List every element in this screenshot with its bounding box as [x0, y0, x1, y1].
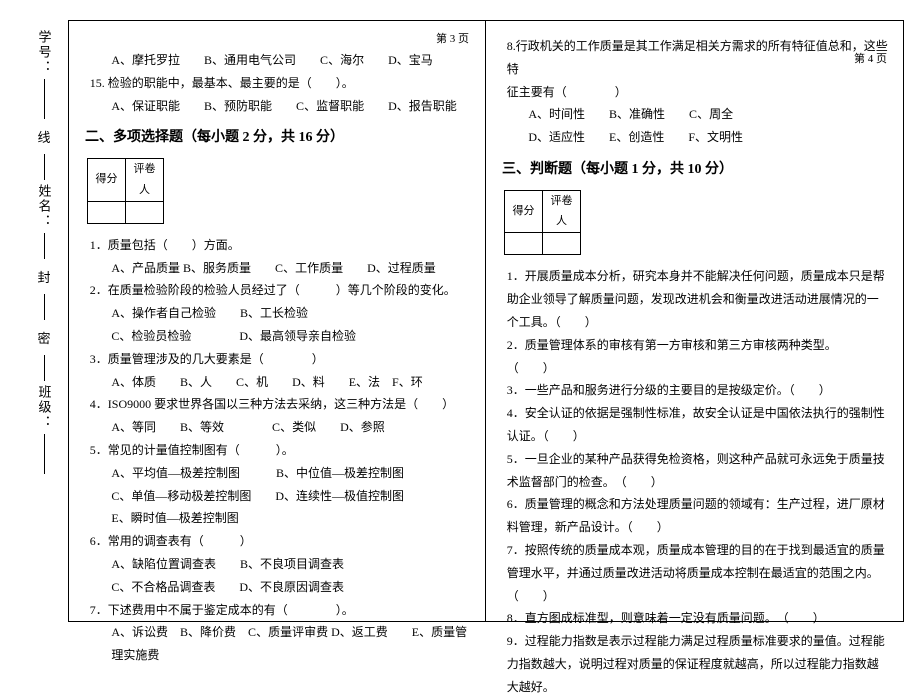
score-table: 得分 评卷人 — [87, 158, 164, 224]
binding-line — [44, 355, 45, 381]
mcq5-options2: C、单值—移动极差控制图 D、连续性—极值控制图 — [85, 485, 471, 508]
mcq8-options2: D、适应性 E、创造性 F、文明性 — [502, 126, 889, 149]
score-cell[interactable] — [505, 233, 543, 255]
grader-cell[interactable] — [126, 201, 164, 223]
mcq2-options1: A、操作者自己检验 B、工长检验 — [85, 302, 471, 325]
grader-cell[interactable] — [543, 233, 581, 255]
binding-feng: 封 — [37, 267, 50, 286]
mcq5-stem: 5．常见的计量值控制图有（ ）。 — [85, 439, 471, 462]
mcq5-options3: E、瞬时值—极差控制图 — [85, 507, 471, 530]
judge1: 1．开展质量成本分析，研究本身并不能解决任何问题，质量成本只是帮助企业领导了解质… — [502, 265, 889, 333]
mcq8-options1: A、时间性 B、准确性 C、周全 — [502, 103, 889, 126]
judge3: 3．一些产品和服务进行分级的主要目的是按级定价。（ ） — [502, 379, 889, 402]
binding-line — [44, 79, 45, 119]
mcq2-options2: C、检验员检验 D、最高领导亲自检验 — [85, 325, 471, 348]
judge7: 7．按照传统的质量成本观，质量成本管理的目的在于找到最适宜的质量管理水平，并通过… — [502, 539, 889, 607]
mcq1-options: A、产品质量 B、服务质量 C、工作质量 D、过程质量 — [85, 257, 471, 280]
judge8: 8．直方图成标准型，则意味着一定没有质量问题。 （ ） — [502, 607, 889, 630]
judge9: 9．过程能力指数是表示过程能力满足过程质量标准要求的量值。过程能力指数越大，说明… — [502, 630, 889, 698]
binding-line — [44, 294, 45, 320]
mcq8-stem: 8.行政机关的工作质量是其工作满足相关方需求的所有特征值总和，这些特 — [502, 35, 889, 81]
mcq6-options2: C、不合格品调查表 D、不良原因调查表 — [85, 576, 471, 599]
binding-column: 学号： 线 姓名： 封 密 班级： — [24, 20, 64, 622]
q15-options: A、保证职能 B、预防职能 C、监督职能 D、报告职能 — [85, 95, 471, 118]
mcq3-options: A、体质 B、人 C、机 D、料 E、法 F、环 — [85, 371, 471, 394]
section2-heading: 二、多项选择题（每小题 2 分，共 16 分） — [85, 125, 471, 152]
mcq1-stem: 1．质量包括（ ）方面。 — [85, 234, 471, 257]
section3-heading: 三、判断题（每小题 1 分，共 10 分） — [502, 157, 889, 184]
judge2: 2．质量管理体系的审核有第一方审核和第三方审核两种类型。 （ ） — [502, 334, 889, 380]
judge5: 5．一旦企业的某种产品获得免检资格，则这种产品就可永远免于质量技术监督部门的检查… — [502, 448, 889, 494]
q15-stem: 15. 检验的职能中，最基本、最主要的是（ ）。 — [85, 72, 471, 95]
binding-line — [44, 233, 45, 259]
mcq5-options1: A、平均值—极差控制图 B、中位值—极差控制图 — [85, 462, 471, 485]
page-number-right: 第 4 页 — [854, 49, 887, 70]
mcq4-options: A、等同 B、等效 C、类似 D、参照 — [85, 416, 471, 439]
page-number-left: 第 3 页 — [436, 29, 469, 50]
binding-name-label: 姓名： — [35, 184, 54, 229]
score-header-score: 得分 — [505, 190, 543, 233]
binding-no-label: 学号： — [35, 30, 54, 75]
binding-class-label: 班级： — [35, 385, 54, 430]
score-table: 得分 评卷人 — [504, 190, 581, 256]
judge4: 4．安全认证的依据是强制性标准，故安全认证是中国依法执行的强制性认证。（ ） — [502, 402, 889, 448]
mcq6-stem: 6．常用的调查表有（ ） — [85, 530, 471, 553]
left-column: 第 3 页 A、摩托罗拉 B、通用电气公司 C、海尔 D、宝马 15. 检验的职… — [69, 21, 486, 621]
binding-line — [44, 434, 45, 474]
judge6: 6．质量管理的概念和方法处理质量问题的领域有：生产过程，进厂原材料管理，新产品设… — [502, 493, 889, 539]
binding-xian: 线 — [37, 127, 50, 146]
mcq4-stem: 4．ISO9000 要求世界各国以三种方法去采纳，这三种方法是（ ） — [85, 393, 471, 416]
mcq2-stem: 2．在质量检验阶段的检验人员经过了（ ）等几个阶段的变化。 — [85, 279, 471, 302]
mcq7-stem: 7．下述费用中不属于鉴定成本的有（ ）。 — [85, 599, 471, 622]
score-header-score: 得分 — [88, 158, 126, 201]
right-column: 8.行政机关的工作质量是其工作满足相关方需求的所有特征值总和，这些特 第 4 页… — [486, 21, 903, 621]
score-header-grader: 评卷人 — [543, 190, 581, 233]
score-cell[interactable] — [88, 201, 126, 223]
binding-mi: 密 — [37, 328, 50, 347]
binding-line — [44, 154, 45, 180]
mcq6-options1: A、缺陷位置调查表 B、不良项目调查表 — [85, 553, 471, 576]
exam-sheet: 第 3 页 A、摩托罗拉 B、通用电气公司 C、海尔 D、宝马 15. 检验的职… — [68, 20, 904, 622]
mcq8-line2: 征主要有（ ） — [502, 81, 889, 104]
score-header-grader: 评卷人 — [126, 158, 164, 201]
mcq7-options: A、诉讼费 B、降价费 C、质量评审费 D、返工费 E、质量管理实施费 — [85, 621, 471, 667]
mcq3-stem: 3．质量管理涉及的几大要素是（ ） — [85, 348, 471, 371]
q14-options: A、摩托罗拉 B、通用电气公司 C、海尔 D、宝马 — [85, 49, 471, 72]
